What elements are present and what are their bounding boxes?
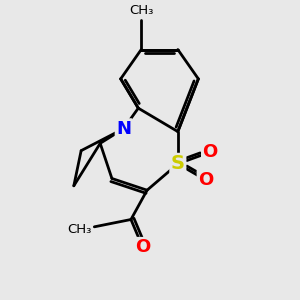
- Text: N: N: [116, 120, 131, 138]
- Text: CH₃: CH₃: [68, 223, 92, 236]
- Text: O: O: [202, 143, 218, 161]
- Text: CH₃: CH₃: [129, 4, 153, 17]
- Text: O: O: [135, 238, 150, 256]
- Text: S: S: [171, 154, 185, 173]
- Text: O: O: [198, 171, 213, 189]
